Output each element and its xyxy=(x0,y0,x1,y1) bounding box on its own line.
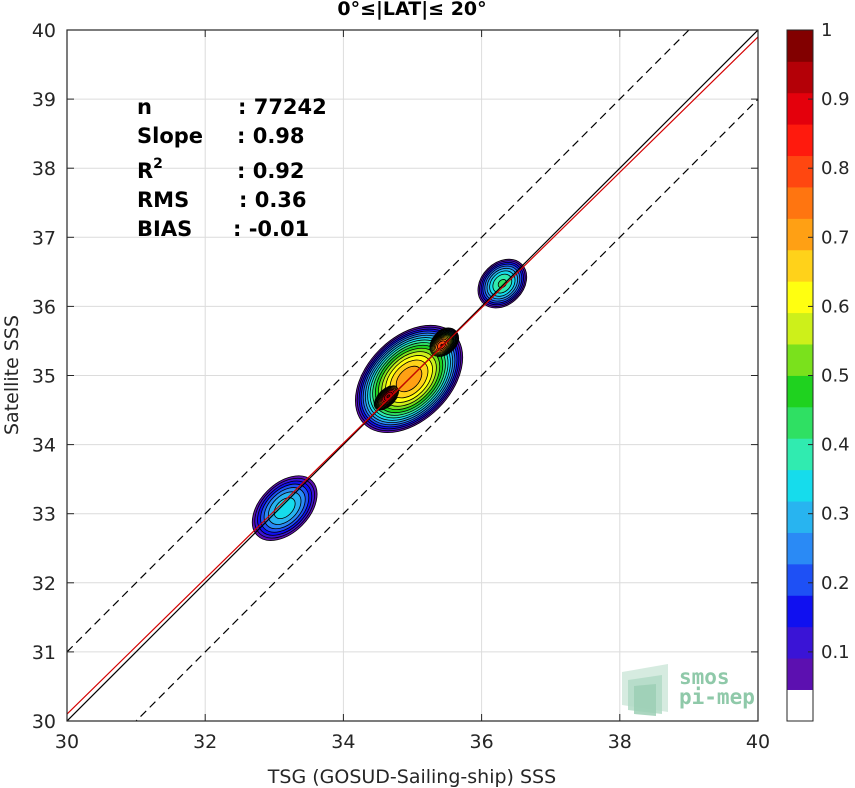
colorbar-tick-label: 0.6 xyxy=(821,296,850,317)
colorbar-segment xyxy=(787,281,813,314)
y-tick-label: 39 xyxy=(32,89,56,111)
y-tick-label: 32 xyxy=(32,573,56,595)
stat-label: BIAS xyxy=(137,217,192,241)
y-tick-label: 30 xyxy=(32,711,56,733)
logo-wave-icon xyxy=(634,684,656,716)
x-axis-label: TSG (GOSUD-Sailing-ship) SSS xyxy=(267,766,556,788)
colorbar-tick-label: 1 xyxy=(821,20,832,41)
stat-label: n xyxy=(137,95,152,119)
colorbar-tick-label: 0.2 xyxy=(821,573,850,594)
stat-label: RMS xyxy=(137,188,189,212)
stat-value: : 0.98 xyxy=(237,124,305,148)
x-tick-label: 36 xyxy=(470,731,494,753)
colorbar-segment xyxy=(787,218,813,251)
x-tick-label: 34 xyxy=(331,731,355,753)
colorbar-segment xyxy=(787,469,813,502)
y-tick-label: 31 xyxy=(32,642,56,664)
stat-value: : -0.01 xyxy=(233,217,309,241)
colorbar-segment xyxy=(787,92,813,125)
y-tick-label: 33 xyxy=(32,504,56,526)
colorbar-tick-label: 0.1 xyxy=(821,642,850,663)
colorbar-segment xyxy=(787,30,813,62)
plot-area: 30 32 34 36 38 40 30 31 32 33 34 35 36 37 38 39 40 n : 772… xyxy=(32,20,770,753)
colorbar-segment xyxy=(787,563,813,596)
y-tick-label: 35 xyxy=(32,366,56,388)
colorbar-segment xyxy=(787,61,813,94)
density-level xyxy=(273,497,296,520)
colorbar-segment xyxy=(787,187,813,219)
y-axis-label: Satellite SSS xyxy=(1,315,23,435)
y-tick-label: 34 xyxy=(32,435,56,457)
x-tick-label: 40 xyxy=(746,731,770,753)
colorbar-tick-label: 0.9 xyxy=(821,89,850,110)
colorbar-tick-label: 0.3 xyxy=(821,504,850,525)
line-fit xyxy=(67,36,758,715)
chart-title: 0°≤|LAT|≤ 20° xyxy=(337,0,486,20)
stats-block: n : 77242 Slope : 0.98 R2 : 0.92 RMS : 0.36 BIAS… xyxy=(137,95,327,241)
x-tick-label: 32 xyxy=(193,731,217,753)
stat-label: R2 xyxy=(137,156,163,183)
x-tick-label: 30 xyxy=(55,731,79,753)
colorbar: 0.1 0.2 0.3 0.4 0.5 0.6 0.7 0.8 0.9 1 xyxy=(786,20,850,722)
colorbar-segment xyxy=(787,595,813,628)
tick-marks xyxy=(66,29,759,722)
x-tick-label: 38 xyxy=(608,731,632,753)
colorbar-segment xyxy=(787,344,813,376)
colorbar-segment xyxy=(787,375,813,408)
stat-value: : 77242 xyxy=(238,95,327,119)
line-upper xyxy=(67,30,690,653)
colorbar-segment xyxy=(787,658,813,690)
colorbar-segment xyxy=(787,532,813,565)
colorbar-segment xyxy=(787,406,813,439)
tick-labels: 30 32 34 36 38 40 30 31 32 33 34 35 36 37 38 39 40 xyxy=(32,20,770,753)
colorbar-tick-label: 0.8 xyxy=(821,158,850,179)
colorbar-tick-label: 0.7 xyxy=(821,227,850,248)
reference-lines xyxy=(67,30,758,721)
stat-value: : 0.36 xyxy=(239,188,307,212)
y-tick-label: 37 xyxy=(32,227,56,249)
colorbar-segment xyxy=(787,626,813,659)
y-tick-label: 40 xyxy=(32,20,56,42)
density-level xyxy=(386,394,391,398)
colorbar-segment xyxy=(787,249,813,282)
stat-value: : 0.92 xyxy=(237,159,305,183)
colorbar-segment xyxy=(787,438,813,471)
colorbar-segment xyxy=(787,124,813,157)
logo-text-line1: smos xyxy=(679,665,730,689)
colorbar-segment xyxy=(787,312,813,345)
y-tick-label: 38 xyxy=(32,158,56,180)
colorbar-segment xyxy=(787,689,813,722)
colorbar-segment xyxy=(787,155,813,188)
logo-text-line2: pi-mep xyxy=(679,685,755,709)
stat-label-sup: 2 xyxy=(153,156,163,172)
colorbar-tick-label: 0.5 xyxy=(821,366,850,387)
stat-label: Slope xyxy=(137,124,203,148)
y-tick-label: 36 xyxy=(32,296,56,318)
colorbar-tick-label: 0.4 xyxy=(821,435,850,456)
line-lower xyxy=(135,98,758,721)
colorbar-segment xyxy=(787,501,813,533)
